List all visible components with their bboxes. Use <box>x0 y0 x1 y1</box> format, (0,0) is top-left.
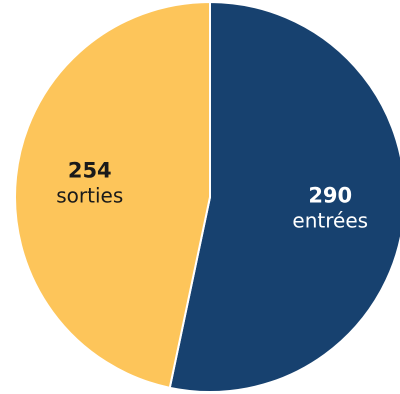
slice-value-label: 290 <box>308 184 352 208</box>
slice-category-label: entrées <box>292 209 368 233</box>
slice-value-label: 254 <box>68 158 112 182</box>
slice-category-label: sorties <box>56 183 123 207</box>
pie-slice-1 <box>14 0 211 389</box>
pie-slice-0 <box>168 0 400 393</box>
pie-slices <box>14 0 400 393</box>
